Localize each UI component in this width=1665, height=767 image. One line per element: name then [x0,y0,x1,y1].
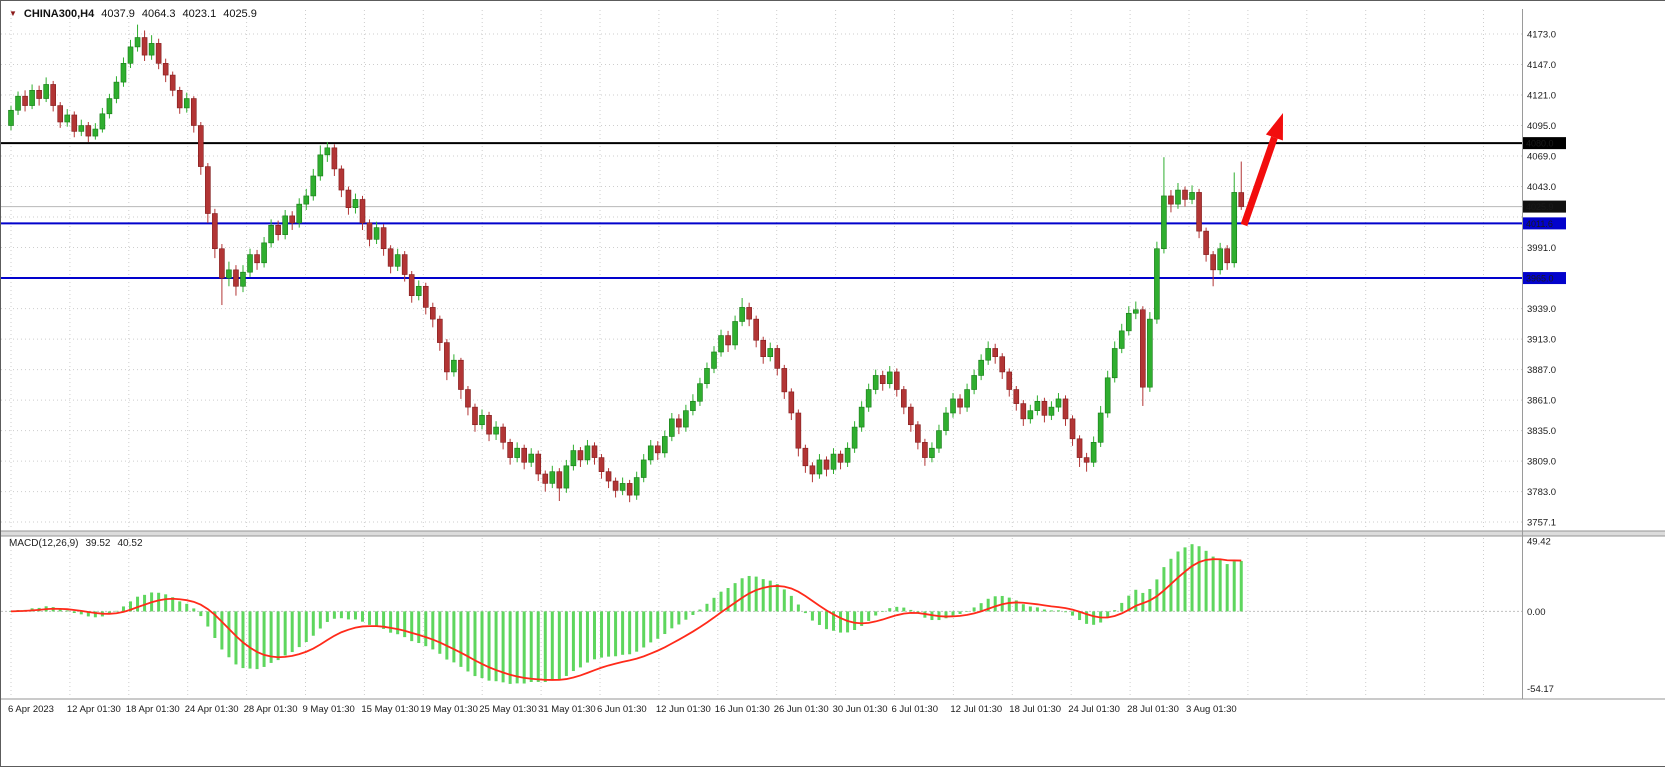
svg-text:3991.0: 3991.0 [1527,243,1556,254]
time-axis[interactable]: 6 Apr 2023 12 Apr 01:30 18 Apr 01:30 24 Apr… [8,704,1237,715]
svg-text:24 Jul 01:30: 24 Jul 01:30 [1068,704,1120,715]
macd-name: MACD(12,26,9) [9,538,79,549]
macd-signal-line [10,558,1242,681]
svg-text:49.42: 49.42 [1527,536,1551,547]
svg-text:-54.17: -54.17 [1527,684,1554,695]
svg-text:3783.0: 3783.0 [1527,487,1556,498]
symbol-period: CHINA300,H4 [23,8,95,20]
symbol-ohlc-label: ▼ CHINA300,H4 4037.9 4064.3 4023.1 4025.… [9,8,257,20]
grid-lines [1,10,1522,697]
ohlc-high: 4064.3 [141,8,176,20]
svg-text:25 May 01:30: 25 May 01:30 [479,704,537,715]
current-price-tag-box [1523,200,1566,213]
macd-indicator-label: MACD(12,26,9) 39.52 40.52 [9,538,143,549]
svg-text:28 Jul 01:30: 28 Jul 01:30 [1127,704,1179,715]
symbol-marker-icon: ▼ [9,9,17,18]
trend-arrow[interactable] [1240,113,1283,227]
ohlc-open: 4037.9 [101,8,135,20]
svg-text:3913.0: 3913.0 [1527,335,1556,346]
svg-text:9 May 01:30: 9 May 01:30 [303,704,355,715]
macd-histogram [9,544,1243,684]
svg-text:4095.0: 4095.0 [1527,121,1556,132]
svg-text:6 Apr 2023: 6 Apr 2023 [8,704,54,715]
svg-text:4043.0: 4043.0 [1527,182,1556,193]
price-axis[interactable]: 4173.0 4147.0 4121.0 4095.0 4069.0 4043.0 3991… [1527,30,1556,529]
macd-axis[interactable]: 49.42 0.00 -54.17 [1527,536,1554,695]
current-price-tag: 4025.9 [1526,202,1554,212]
svg-text:31 May 01:30: 31 May 01:30 [538,704,596,715]
svg-text:3861.0: 3861.0 [1527,396,1556,407]
level-tag-4080.0: 4080.0 [1526,139,1554,149]
svg-text:0.00: 0.00 [1527,607,1546,618]
svg-text:26 Jun 01:30: 26 Jun 01:30 [774,704,829,715]
svg-text:18 Apr 01:30: 18 Apr 01:30 [126,704,180,715]
svg-text:3757.1: 3757.1 [1527,518,1556,529]
svg-text:12 Apr 01:30: 12 Apr 01:30 [67,704,121,715]
level-tag-3965.0-box [1523,272,1566,285]
svg-text:6 Jul 01:30: 6 Jul 01:30 [892,704,938,715]
level-lines[interactable] [1,142,1522,280]
svg-text:24 Apr 01:30: 24 Apr 01:30 [185,704,239,715]
svg-text:4147.0: 4147.0 [1527,60,1556,71]
svg-text:19 May 01:30: 19 May 01:30 [420,704,478,715]
level-tag-4011.6: 4011.6 [1526,219,1553,229]
macd-signal-value: 40.52 [117,538,143,549]
ohlc-close: 4025.9 [223,8,257,20]
level-tag-3965.0: 3965.0 [1526,274,1554,284]
svg-text:3 Aug 01:30: 3 Aug 01:30 [1186,704,1237,715]
svg-text:3835.0: 3835.0 [1527,426,1556,437]
macd-main-value: 39.52 [85,538,111,549]
svg-text:30 Jun 01:30: 30 Jun 01:30 [833,704,888,715]
svg-text:15 May 01:30: 15 May 01:30 [361,704,419,715]
level-tag-4011.6-box [1523,217,1566,230]
price-tags: 4025.9 4080.0 4011.6 3965.0 [1523,137,1566,285]
svg-text:12 Jul 01:30: 12 Jul 01:30 [950,704,1002,715]
candles-layer [8,24,1245,503]
ohlc-low: 4023.1 [182,8,217,20]
svg-text:3809.0: 3809.0 [1527,457,1556,468]
svg-text:28 Apr 01:30: 28 Apr 01:30 [244,704,298,715]
svg-text:6 Jun 01:30: 6 Jun 01:30 [597,704,647,715]
svg-text:12 Jun 01:30: 12 Jun 01:30 [656,704,711,715]
svg-text:3887.0: 3887.0 [1527,365,1556,376]
svg-text:4121.0: 4121.0 [1527,91,1556,102]
panel-frame [1,9,1665,700]
svg-text:16 Jun 01:30: 16 Jun 01:30 [715,704,770,715]
svg-text:3939.0: 3939.0 [1527,304,1556,315]
level-tag-4080.0-box [1523,137,1566,150]
svg-text:18 Jul 01:30: 18 Jul 01:30 [1009,704,1061,715]
svg-text:4069.0: 4069.0 [1527,152,1556,163]
svg-text:4173.0: 4173.0 [1527,30,1556,41]
